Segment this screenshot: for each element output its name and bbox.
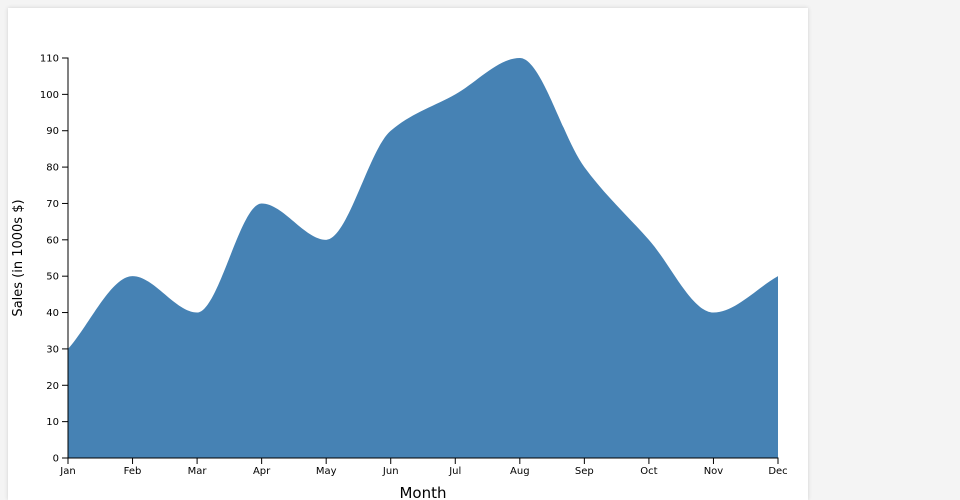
x-tick-label: Jul: [448, 466, 461, 477]
x-tick-label: Sep: [575, 466, 594, 477]
x-tick-label: Jan: [59, 466, 75, 477]
x-tick-label: Apr: [253, 466, 271, 477]
x-tick-label: May: [316, 466, 337, 477]
y-tick-label: 110: [40, 54, 59, 65]
y-axis-label: Sales (in 1000s $): [11, 199, 26, 316]
x-tick-label: Dec: [768, 466, 787, 477]
x-axis: [67, 457, 779, 464]
y-tick-label: 100: [40, 90, 59, 101]
y-tick-label: 50: [46, 272, 59, 283]
area: [68, 58, 778, 458]
y-tick-label: 90: [46, 126, 59, 137]
x-tick-label: Oct: [640, 466, 657, 477]
y-tick-label: 30: [46, 344, 59, 355]
y-tick-label: 10: [46, 417, 59, 428]
x-axis-label: Month: [399, 484, 446, 500]
x-tick-label: Aug: [510, 466, 530, 477]
y-tick-label: 80: [46, 163, 59, 174]
x-tick-label: Nov: [704, 466, 724, 477]
x-tick-label: Mar: [188, 466, 208, 477]
x-tick-label: Feb: [124, 466, 142, 477]
y-tick-label: 0: [53, 454, 59, 465]
y-tick-label: 60: [46, 235, 59, 246]
y-axis: [62, 57, 69, 459]
y-tick-label: 20: [46, 381, 59, 392]
y-tick-label: 40: [46, 308, 59, 319]
y-tick-label: 70: [46, 199, 59, 210]
x-tick-label: Jun: [382, 466, 399, 477]
